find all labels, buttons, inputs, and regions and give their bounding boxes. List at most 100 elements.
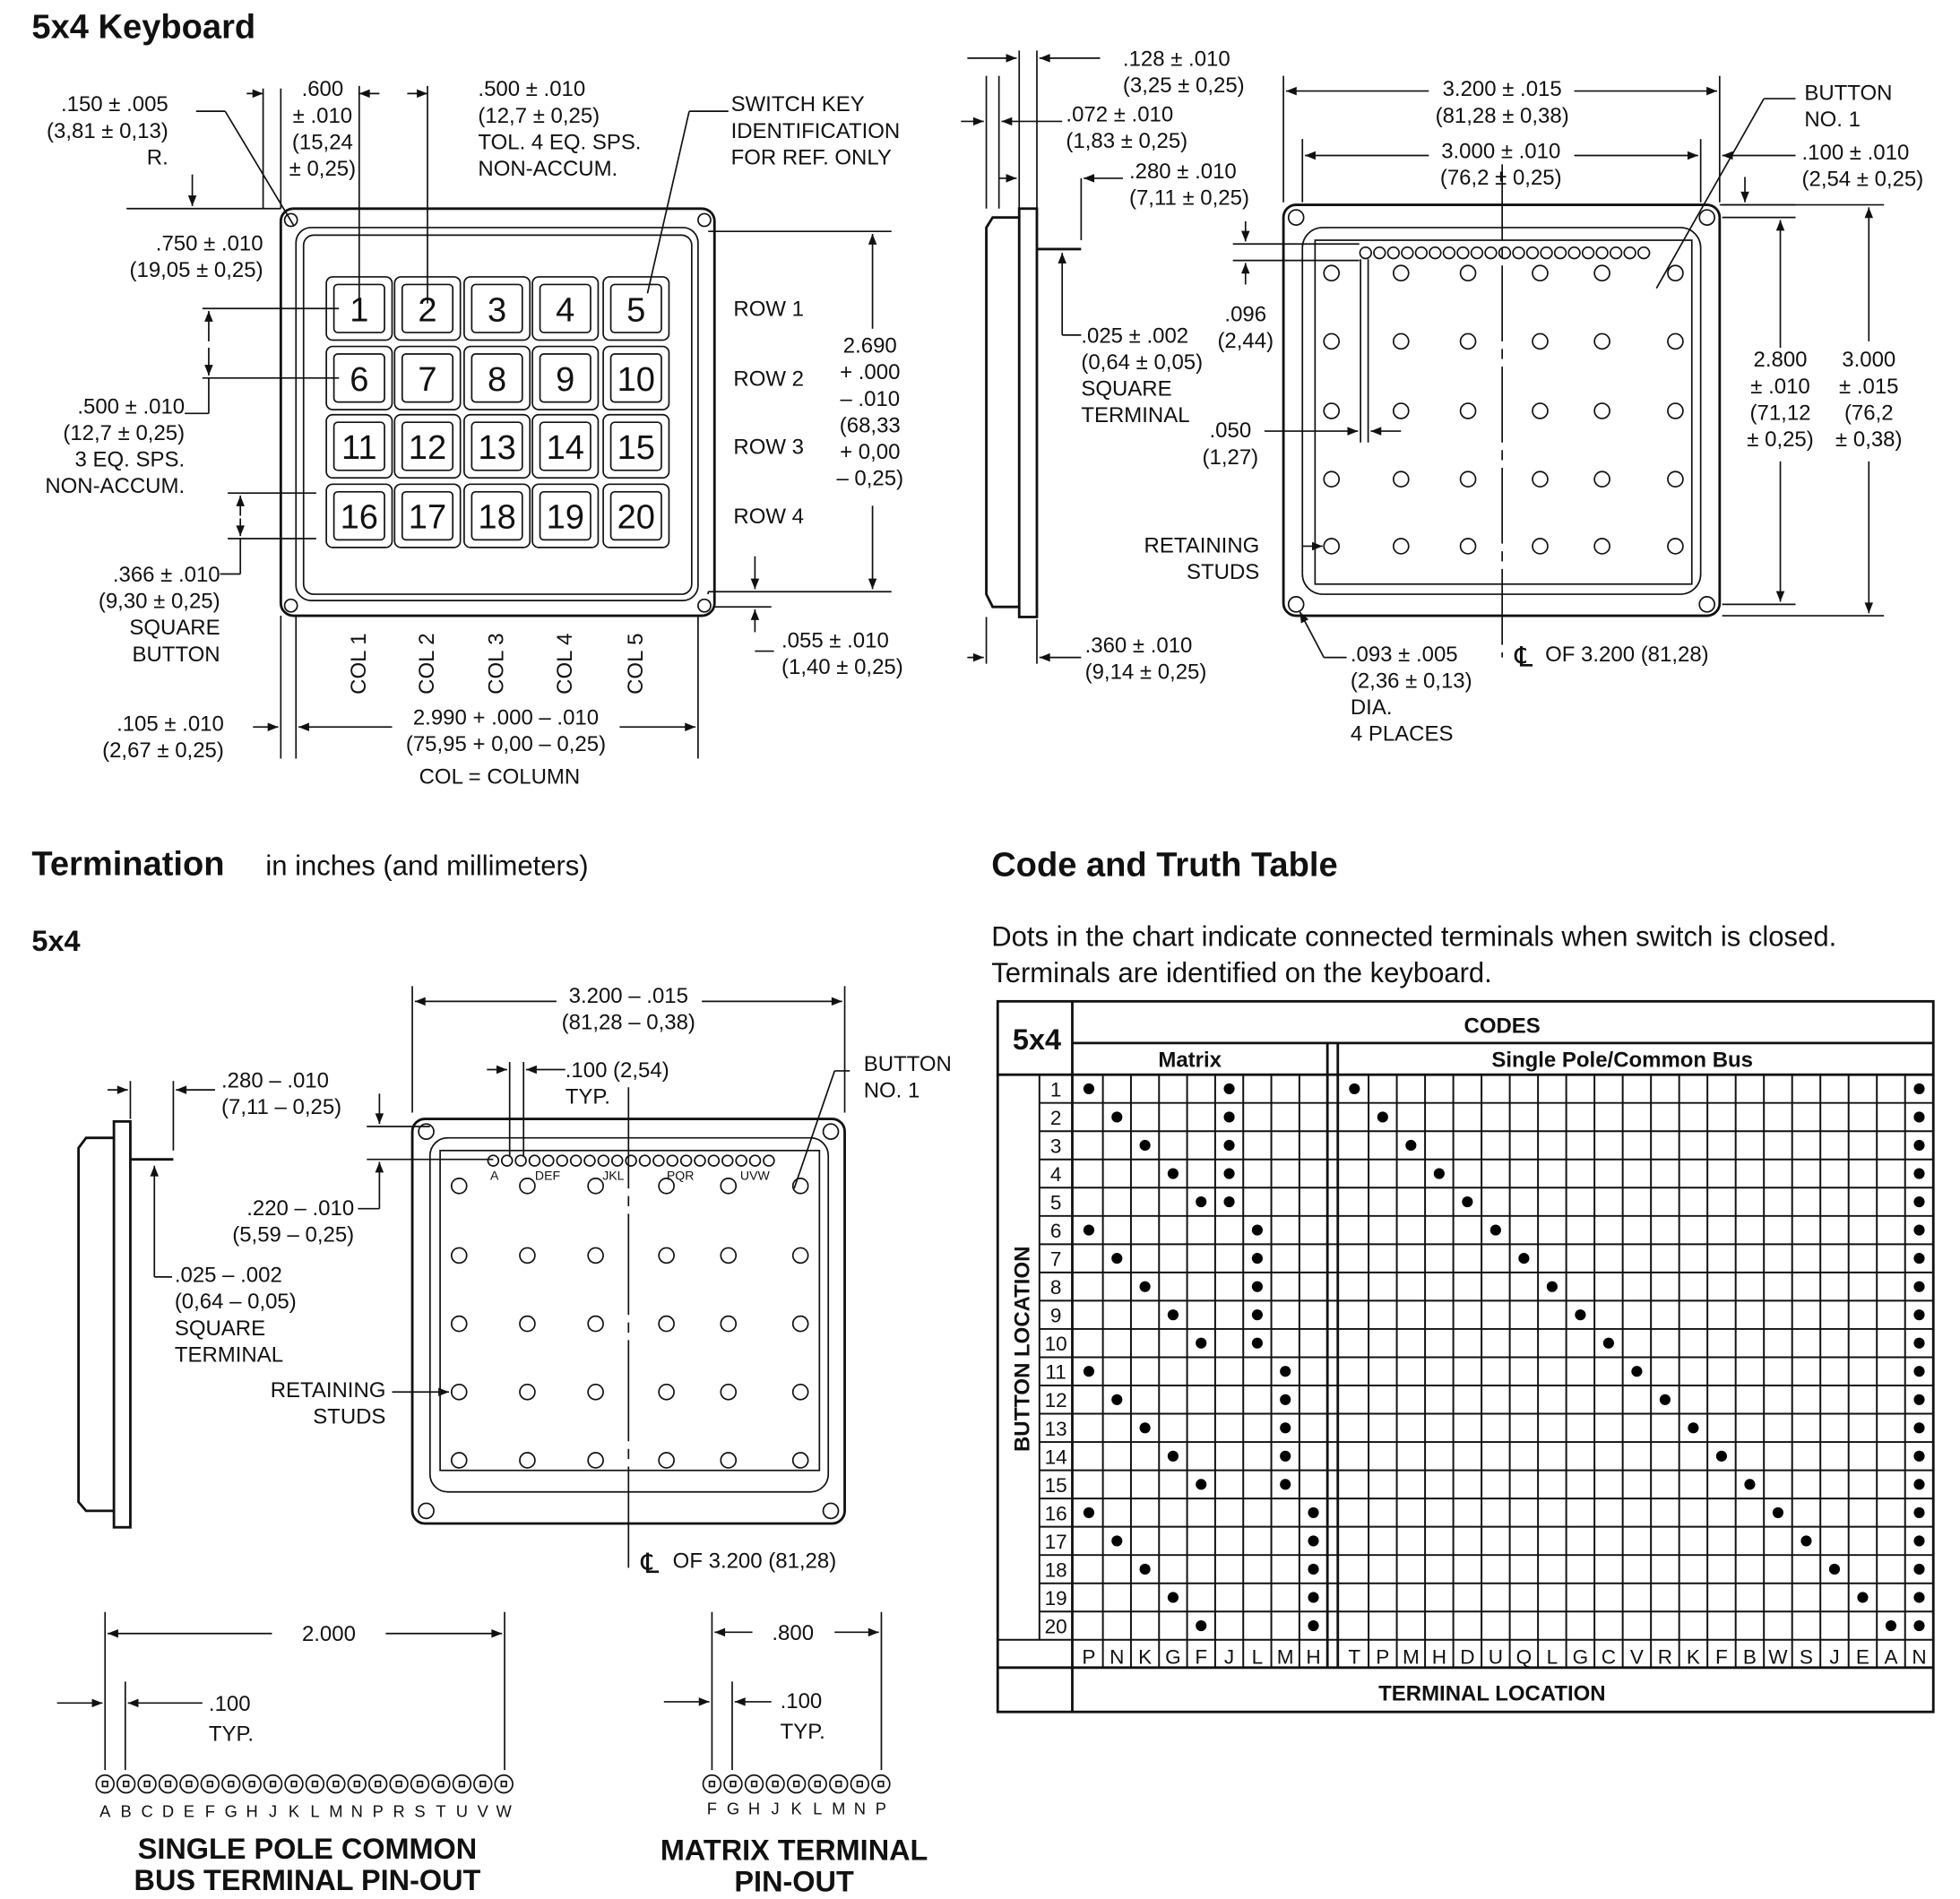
pin-square — [248, 1780, 255, 1788]
button-number: 11 — [1045, 1361, 1066, 1384]
retaining-stud-icon — [519, 1452, 536, 1469]
button-number: 5 — [1050, 1192, 1062, 1214]
terminal-pin-icon — [367, 1774, 388, 1794]
truth-dot — [1913, 1281, 1925, 1292]
dimension-label: .280 – .010 — [221, 1068, 329, 1092]
dimension-label: ± .010 — [293, 104, 352, 128]
pin-group-label: DEF — [535, 1168, 561, 1182]
dimension-label: .072 ± .010 — [1066, 102, 1173, 126]
pin-label: F — [205, 1801, 215, 1820]
dimension-label: .100 (2,54) — [566, 1058, 669, 1083]
rear-panel — [1314, 239, 1693, 585]
key-cap — [539, 283, 591, 333]
button-number: 6 — [1050, 1220, 1062, 1242]
truth-dot — [1196, 1196, 1207, 1208]
button-number: 4 — [1050, 1163, 1062, 1186]
truth-dot — [1251, 1281, 1263, 1292]
dimension-label: + .000 — [840, 360, 900, 384]
dimension-label: (0,64 – 0,05) — [175, 1290, 297, 1314]
key-button — [325, 413, 393, 479]
mounting-hole-icon — [283, 212, 298, 228]
dimension-label: (7,11 ± 0,25) — [1129, 186, 1249, 211]
key-button — [531, 276, 600, 341]
pin-square — [772, 1780, 779, 1788]
terminal-pin-icon — [305, 1774, 325, 1794]
terminal-location-label: TERMINAL LOCATION — [1378, 1682, 1605, 1706]
terminal-pin-icon — [326, 1774, 346, 1794]
dimension-label: BUTTON — [133, 643, 220, 667]
pin-group-label: PQR — [667, 1168, 695, 1182]
truth-dot — [1913, 1366, 1925, 1377]
truth-dot — [1913, 1224, 1925, 1236]
pin-label: G — [727, 1799, 739, 1817]
retaining-stud-icon — [1532, 470, 1549, 488]
pin-square — [353, 1780, 360, 1788]
dimension-label: BUTTON — [1804, 81, 1892, 105]
truth-dot — [1083, 1083, 1095, 1094]
dimension-label: RETAINING — [1144, 534, 1260, 558]
retaining-stud-icon — [658, 1383, 675, 1401]
dimension-label: .500 ± .010 — [77, 394, 185, 419]
row-label: ROW 1 — [733, 298, 804, 322]
dimension-label: 3.000 — [1842, 348, 1895, 372]
truth-dot — [1715, 1450, 1727, 1462]
pin-label: J — [772, 1799, 780, 1817]
retaining-stud-icon — [1667, 470, 1684, 488]
key-number: 10 — [617, 361, 655, 399]
dimension-label: NON-ACCUM. — [45, 474, 185, 498]
terminal-pin-icon — [765, 1774, 785, 1794]
truth-dot — [1659, 1394, 1671, 1405]
retaining-stud-icon — [587, 1315, 604, 1333]
centerline-label: OF 3.200 (81,28) — [1545, 643, 1709, 667]
key-cap — [539, 353, 591, 403]
button-number: 20 — [1045, 1615, 1067, 1637]
key-number: 14 — [547, 429, 584, 467]
single-pole-column-header: M — [1403, 1646, 1420, 1669]
single-pole-column-header: P — [1376, 1646, 1389, 1669]
pin-label: F — [707, 1799, 717, 1817]
dimension-label: 2.800 — [1754, 348, 1808, 372]
terminal-pin-icon — [1414, 246, 1429, 260]
retaining-stud-icon — [720, 1452, 738, 1469]
dimension-label: .100 ± .010 — [1802, 141, 1910, 165]
key-button — [463, 413, 531, 479]
pin-square — [792, 1780, 800, 1788]
pin-label: U — [456, 1801, 468, 1820]
terminal-pin-icon — [221, 1774, 241, 1794]
truth-dot — [1913, 1422, 1925, 1434]
pin-label: R — [393, 1801, 404, 1820]
button-number: 12 — [1045, 1389, 1067, 1411]
dimension-label: FOR REF. ONLY — [731, 145, 892, 169]
dimension-label: ± 0,38) — [1835, 427, 1902, 452]
key-cap — [609, 283, 662, 333]
key-button — [602, 276, 670, 341]
terminal-pin-icon — [1470, 246, 1484, 260]
terminal-pin-icon — [263, 1774, 283, 1794]
retaining-stud-icon — [450, 1247, 468, 1265]
dimension-arrow — [1299, 611, 1325, 659]
terminal-pin-icon — [1498, 246, 1512, 260]
retaining-stud-icon — [1593, 264, 1610, 282]
dimension-label: (75,95 + 0,00 – 0,25) — [406, 732, 606, 756]
dimension-label: (7,11 – 0,25) — [221, 1095, 341, 1119]
terminal-pin-icon — [786, 1774, 807, 1794]
retaining-stud-icon — [658, 1178, 675, 1195]
pin-square — [458, 1780, 466, 1788]
terminal-pin-icon — [871, 1774, 891, 1794]
button-number: 9 — [1050, 1305, 1062, 1327]
retaining-stud-icon — [1593, 470, 1610, 488]
truth-dot — [1913, 1479, 1925, 1490]
truth-dot — [1885, 1619, 1897, 1632]
single-pole-column-header: U — [1489, 1646, 1503, 1669]
key-button — [531, 413, 600, 479]
key-cap — [609, 353, 662, 403]
pinout-caption: SINGLE POLE COMMON — [138, 1833, 477, 1865]
section-title: Termination — [31, 845, 224, 883]
retaining-stud-icon — [1459, 470, 1477, 488]
terminal-pin-icon — [723, 1774, 743, 1794]
retaining-stud-icon — [658, 1452, 675, 1469]
terminal-pin-icon — [721, 1154, 734, 1167]
pin-square — [814, 1780, 821, 1788]
terminal-pin-icon — [638, 1154, 652, 1167]
side-body — [77, 1136, 115, 1513]
